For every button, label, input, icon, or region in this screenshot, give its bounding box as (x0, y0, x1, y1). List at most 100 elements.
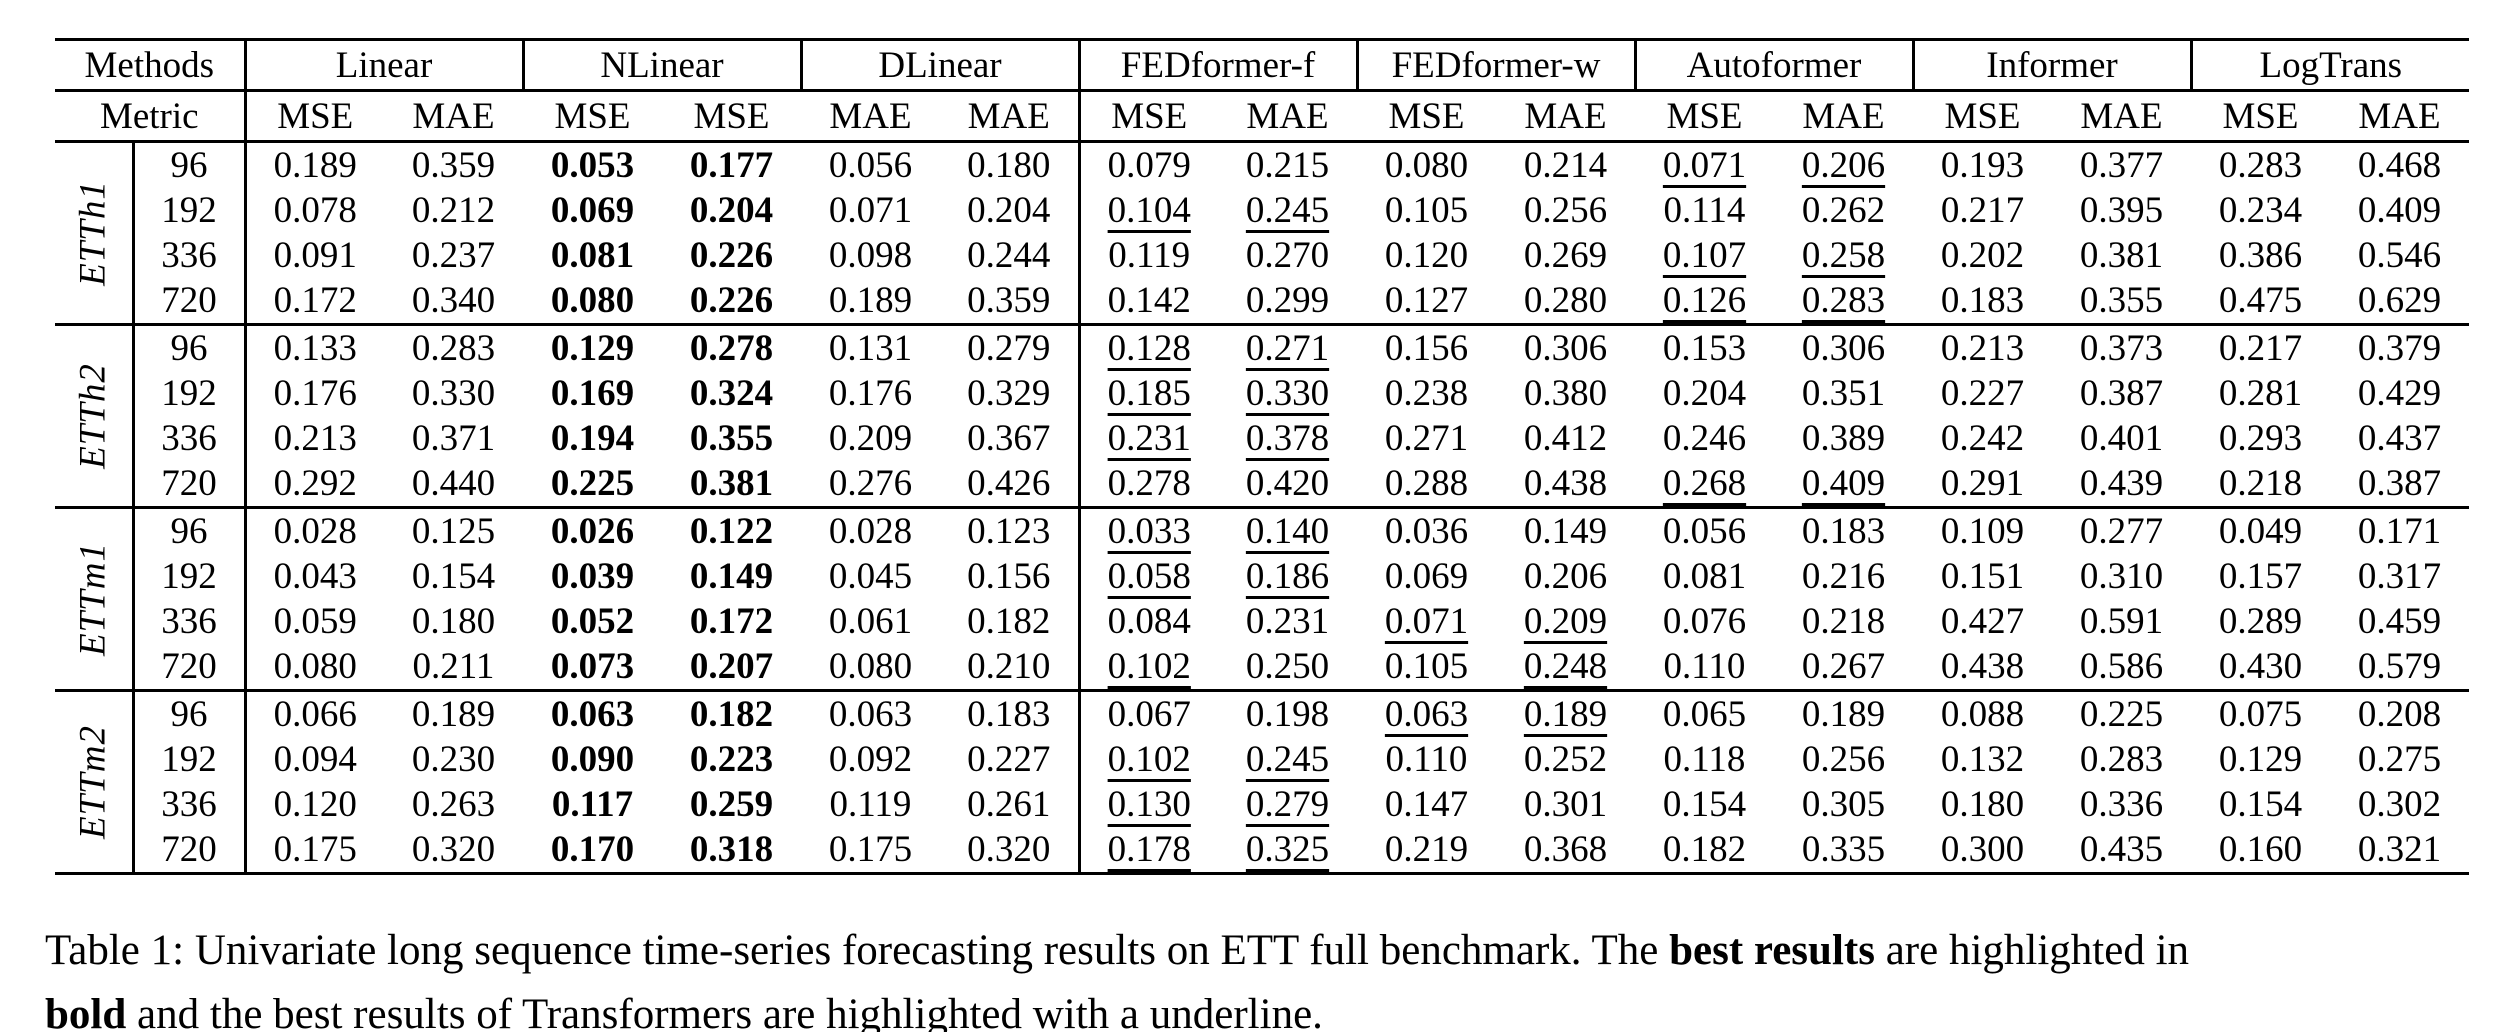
cell-value: 0.259 (689, 784, 774, 825)
data-cell: 0.149 (1496, 506, 1635, 554)
cell-value: 0.154 (411, 556, 496, 597)
data-cell: 0.227 (940, 737, 1079, 782)
cell-value: 0.160 (2218, 829, 2303, 870)
table-row-etth1-720: 720 0.172 0.340 0.080 0.226 0.189 0.359 0.142 0.… (55, 278, 2469, 325)
data-cell: 0.293 (2191, 416, 2330, 461)
data-cell: 0.182 (940, 599, 1079, 644)
data-cell: 0.176 (245, 371, 384, 416)
cell-value: 0.128 (1107, 328, 1191, 369)
data-cell: 0.218 (2191, 461, 2330, 508)
caption-segment: underline (1149, 991, 1313, 1032)
data-cell: 0.120 (245, 782, 384, 827)
data-cell: 0.084 (1077, 599, 1218, 644)
data-cell: 0.114 (1635, 188, 1774, 233)
method-header-autoformer: Autoformer (1633, 39, 1913, 92)
cell-value: 0.071 (1384, 601, 1469, 642)
data-cell: 0.066 (245, 689, 384, 737)
data-cell: 0.214 (1496, 142, 1635, 189)
data-cell: 0.130 (1077, 782, 1218, 827)
data-cell: 0.259 (662, 782, 801, 827)
metric-header: MAE (1496, 90, 1635, 143)
cell-value: 0.248 (1523, 646, 1608, 687)
cell-value: 0.109 (1940, 511, 2025, 552)
cell-value: 0.409 (2357, 190, 2442, 231)
cell-value: 0.261 (967, 784, 1051, 825)
cell-value: 0.256 (1801, 739, 1886, 780)
data-cell: 0.204 (662, 188, 801, 233)
data-cell: 0.288 (1357, 461, 1496, 508)
data-cell: 0.142 (1077, 278, 1218, 325)
data-cell: 0.128 (1077, 323, 1218, 371)
cell-value: 0.189 (1801, 694, 1886, 735)
metric-header: MAE (2330, 90, 2469, 143)
data-cell: 0.292 (245, 461, 384, 508)
cell-value: 0.267 (1801, 646, 1886, 687)
data-cell: 0.330 (1218, 371, 1357, 416)
cell-value: 0.283 (2079, 739, 2164, 780)
cell-value: 0.216 (1801, 556, 1886, 597)
cell-value: 0.058 (1107, 556, 1191, 597)
metric-header: MSE (662, 90, 801, 143)
cell-value: 0.066 (273, 694, 357, 735)
data-cell: 0.129 (2191, 737, 2330, 782)
data-cell: 0.209 (1496, 599, 1635, 644)
cell-value: 0.059 (273, 601, 357, 642)
cell-value: 0.258 (1801, 235, 1886, 276)
cell-value: 0.420 (1245, 463, 1330, 504)
data-cell: 0.189 (1496, 689, 1635, 737)
cell-value: 0.039 (550, 556, 635, 597)
cell-value: 0.276 (828, 463, 913, 504)
cell-value: 0.429 (2357, 373, 2442, 414)
cell-value: 0.225 (550, 463, 635, 504)
cell-value: 0.172 (689, 601, 774, 642)
cell-value: 0.063 (550, 694, 635, 735)
horizon-cell: 720 (133, 461, 247, 508)
data-cell: 0.395 (2052, 188, 2191, 233)
data-cell: 0.154 (2191, 782, 2330, 827)
cell-value: 0.080 (550, 280, 635, 321)
data-cell: 0.325 (1218, 827, 1357, 874)
method-header-fedformer-w: FEDformer-w (1355, 39, 1635, 92)
cell-value: 0.310 (2079, 556, 2164, 597)
data-cell: 0.149 (662, 554, 801, 599)
data-cell: 0.039 (523, 554, 662, 599)
cell-value: 0.438 (1523, 463, 1608, 504)
metric-header: MAE (1774, 90, 1913, 143)
cell-value: 0.305 (1801, 784, 1886, 825)
data-cell: 0.071 (801, 188, 940, 233)
data-cell: 0.123 (940, 506, 1079, 554)
cell-value: 0.142 (1107, 280, 1191, 321)
data-cell: 0.105 (1357, 644, 1496, 691)
cell-value: 0.194 (550, 418, 635, 459)
data-cell: 0.081 (523, 233, 662, 278)
cell-value: 0.226 (689, 280, 774, 321)
data-cell: 0.281 (2191, 371, 2330, 416)
data-cell: 0.127 (1357, 278, 1496, 325)
cell-value: 0.291 (1940, 463, 2025, 504)
data-cell: 0.212 (384, 188, 523, 233)
data-cell: 0.244 (940, 233, 1079, 278)
cell-value: 0.036 (1384, 511, 1469, 552)
data-cell: 0.132 (1913, 737, 2052, 782)
cell-value: 0.176 (828, 373, 913, 414)
cell-value: 0.081 (1662, 556, 1747, 597)
data-cell: 0.387 (2052, 371, 2191, 416)
data-cell: 0.156 (1357, 323, 1496, 371)
data-cell: 0.065 (1635, 689, 1774, 737)
data-cell: 0.126 (1635, 278, 1774, 325)
data-cell: 0.268 (1635, 461, 1774, 508)
data-cell: 0.067 (1077, 689, 1218, 737)
data-cell: 0.256 (1774, 737, 1913, 782)
data-cell: 0.409 (2330, 188, 2469, 233)
cell-value: 0.208 (2357, 694, 2442, 735)
data-cell: 0.140 (1218, 506, 1357, 554)
data-cell: 0.059 (245, 599, 384, 644)
data-cell: 0.052 (523, 599, 662, 644)
cell-value: 0.171 (2357, 511, 2442, 552)
data-cell: 0.090 (523, 737, 662, 782)
cell-value: 0.081 (550, 235, 635, 276)
cell-value: 0.125 (411, 511, 496, 552)
data-cell: 0.387 (2330, 461, 2469, 508)
data-cell: 0.063 (1357, 689, 1496, 737)
data-cell: 0.440 (384, 461, 523, 508)
